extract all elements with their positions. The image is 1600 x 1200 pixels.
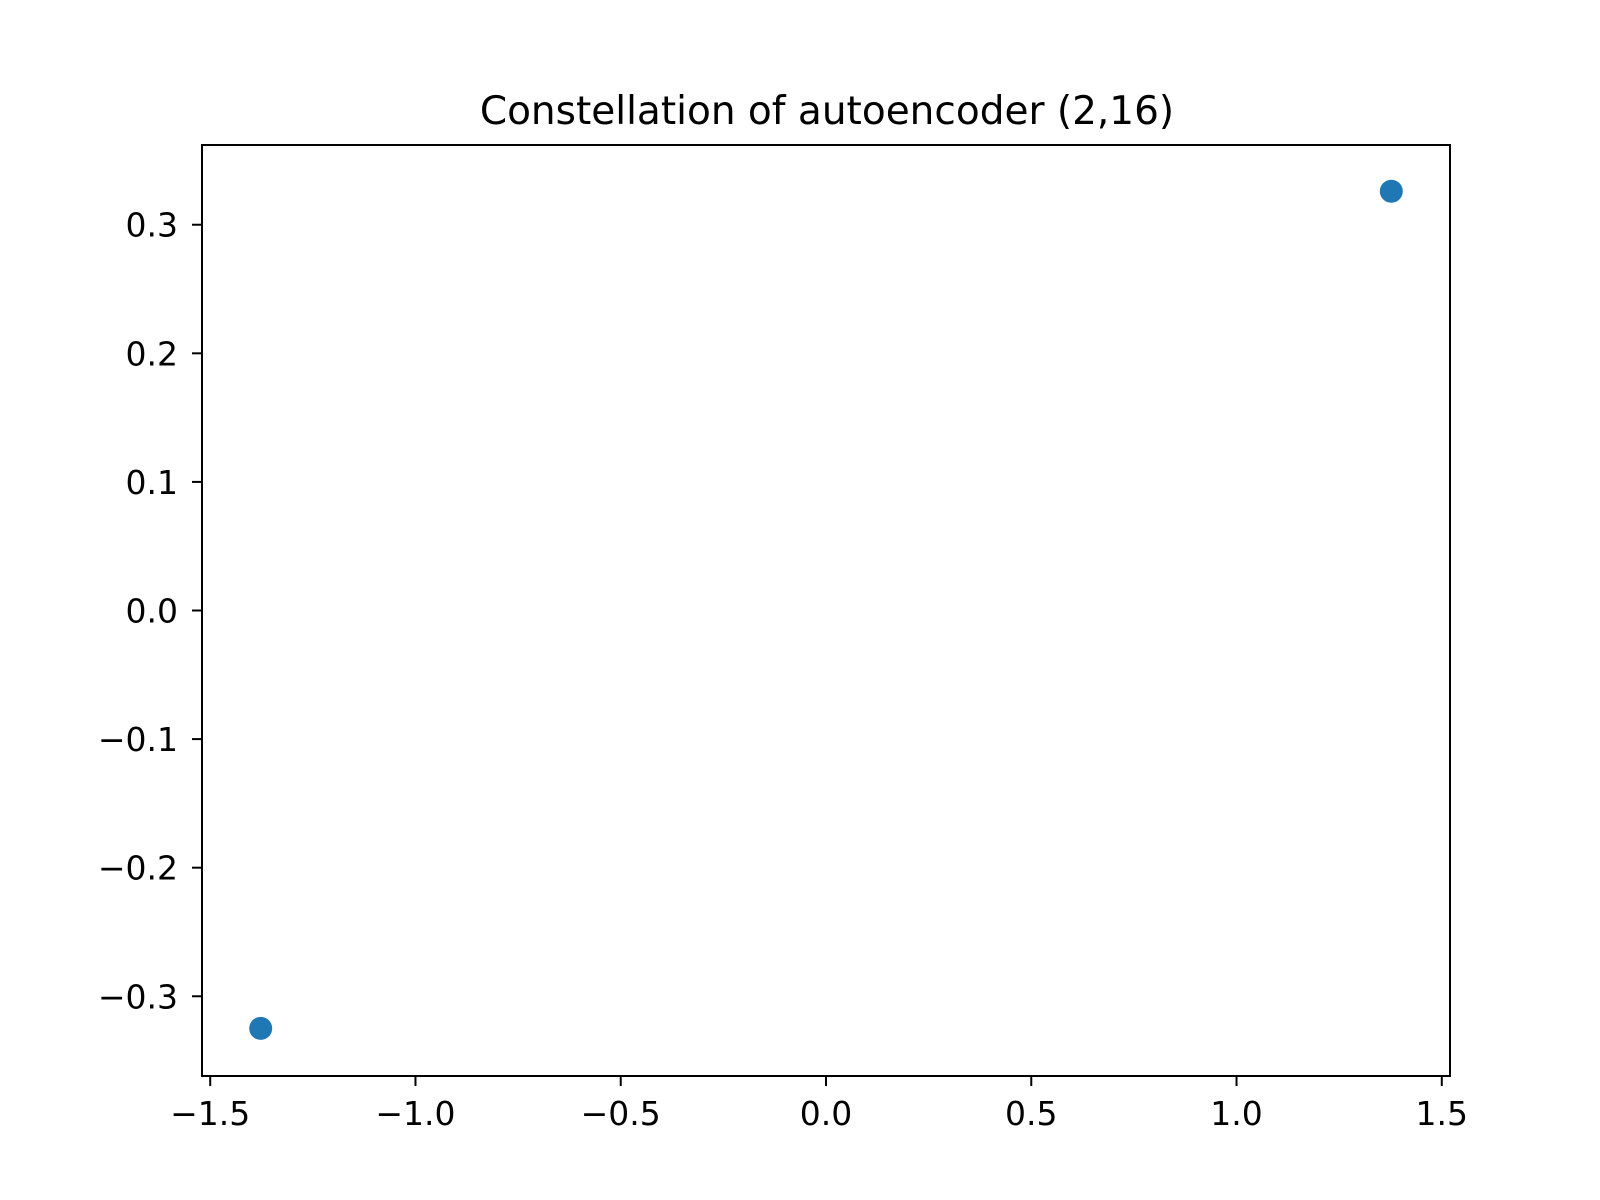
y-tick-label: −0.3 — [98, 977, 178, 1016]
x-tick-label: 0.5 — [1005, 1094, 1057, 1133]
y-axis: 0.3 0.2 0.1 0.0 −0.1 −0.2 −0.3 — [98, 206, 202, 1016]
y-tick-label: −0.2 — [98, 849, 178, 888]
plot-frame — [201, 144, 1451, 1077]
y-tick-label: 0.3 — [126, 206, 178, 245]
y-tick-label: 0.0 — [126, 592, 178, 631]
x-tick-label: 0.0 — [800, 1094, 852, 1133]
scatter-point — [249, 1016, 273, 1040]
x-tick-label: 1.5 — [1416, 1094, 1468, 1133]
y-tick-label: −0.1 — [98, 720, 178, 759]
x-axis: −1.5 −1.0 −0.5 0.0 0.5 1.0 1.5 — [170, 1076, 1468, 1133]
scatter-point — [1379, 179, 1403, 203]
y-tick-label: 0.1 — [126, 463, 178, 502]
data-points — [249, 179, 1403, 1040]
y-tick-label: 0.2 — [126, 334, 178, 373]
chart-title: Constellation of autoencoder (2,16) — [480, 89, 1174, 134]
x-tick-label: −0.5 — [581, 1094, 661, 1133]
x-tick-label: −1.5 — [170, 1094, 250, 1133]
x-tick-label: 1.0 — [1210, 1094, 1262, 1133]
x-tick-label: −1.0 — [375, 1094, 455, 1133]
